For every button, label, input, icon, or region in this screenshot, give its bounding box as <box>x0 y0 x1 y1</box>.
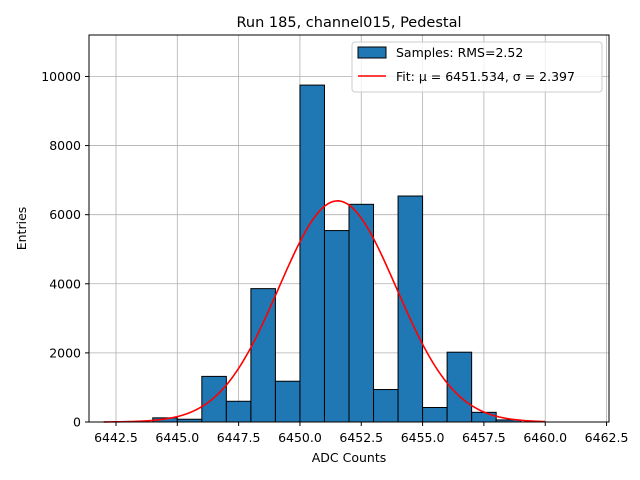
x-tick-label: 6455.0 <box>401 430 445 445</box>
x-tick-label: 6447.5 <box>217 430 261 445</box>
histogram-bar <box>471 411 497 423</box>
x-tick-label: 6457.5 <box>462 430 506 445</box>
histogram-bar <box>348 203 375 423</box>
histogram-bar <box>422 406 448 423</box>
x-axis: 6442.5 6445.0 6447.5 6450.0 6452.5 6455.0 6457… <box>94 422 628 445</box>
x-tick-label: 6445.0 <box>155 430 199 445</box>
y-tick-label: 10000 <box>41 69 81 84</box>
fit-curve <box>103 200 546 423</box>
legend-fit-label: Fit: μ = 6451.534, σ = 2.397 <box>396 69 575 84</box>
x-tick-label: 6452.5 <box>339 430 383 445</box>
x-axis-label: ADC Counts <box>312 450 387 465</box>
y-axis-label: Entries <box>14 207 29 251</box>
histogram-bar <box>274 380 301 423</box>
legend-histogram-label: Samples: RMS=2.52 <box>396 45 523 60</box>
histogram-bar <box>373 389 399 423</box>
x-tick-label: 6462.5 <box>585 430 629 445</box>
y-tick-label: 8000 <box>49 138 81 153</box>
histogram-bar <box>397 195 424 423</box>
y-tick-label: 0 <box>73 415 81 430</box>
legend-histogram-swatch <box>357 46 387 59</box>
histogram-bar <box>323 230 350 423</box>
chart-title: Run 185, channel015, Pedestal <box>236 15 461 31</box>
x-tick-label: 6460.0 <box>523 430 567 445</box>
y-axis: 0 2000 4000 6000 8000 10000 <box>41 69 89 430</box>
y-tick-label: 6000 <box>49 207 81 222</box>
histogram-bars <box>152 84 522 423</box>
y-tick-label: 2000 <box>49 345 81 360</box>
histogram-bar <box>201 375 227 423</box>
histogram-bar <box>225 400 252 423</box>
histogram-bar <box>299 84 325 423</box>
x-tick-label: 6450.0 <box>278 430 322 445</box>
legend: Samples: RMS=2.52 Fit: μ = 6451.534, σ =… <box>351 41 603 93</box>
x-tick-label: 6442.5 <box>94 430 138 445</box>
legend-box <box>351 41 603 93</box>
plot-frame <box>88 34 610 423</box>
y-tick-label: 4000 <box>49 276 81 291</box>
histogram-bar <box>250 288 276 423</box>
